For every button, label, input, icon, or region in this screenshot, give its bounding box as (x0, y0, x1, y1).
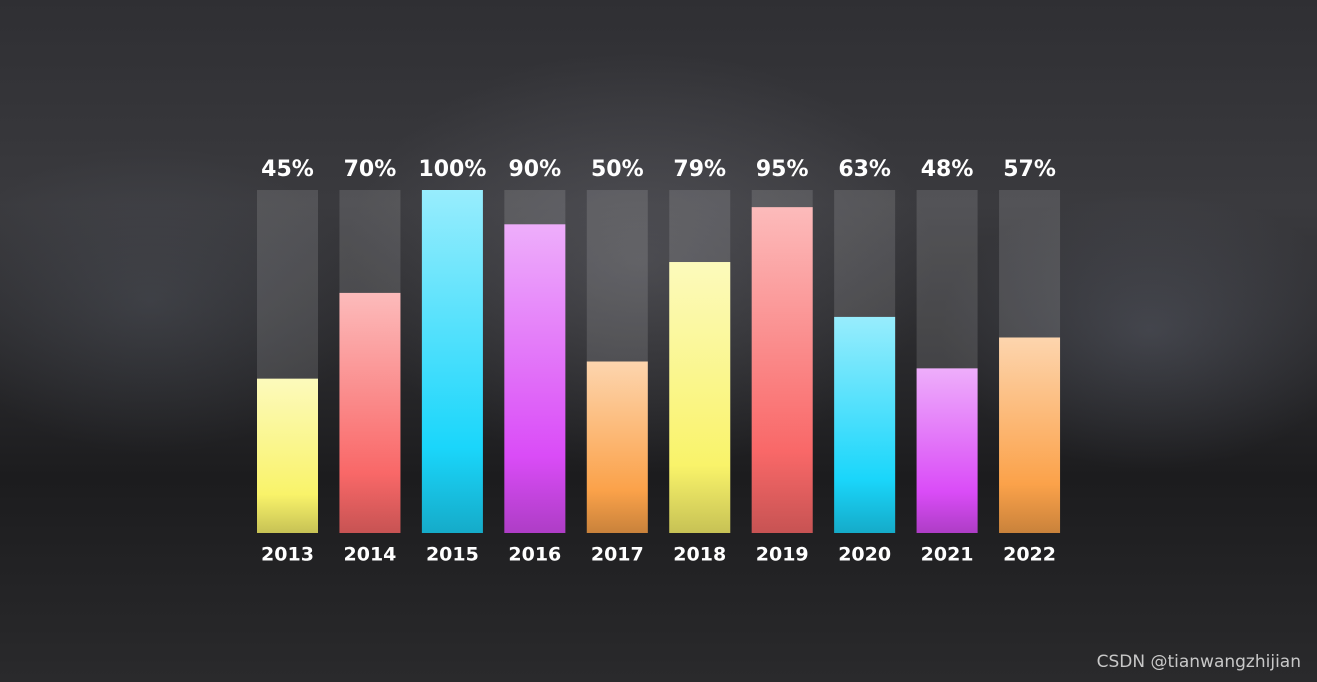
bar (339, 292, 401, 533)
bar (834, 316, 896, 533)
value-label: 70% (344, 157, 397, 182)
bar (586, 361, 648, 533)
x-tick-label: 2017 (591, 544, 644, 566)
x-tick-label: 2015 (426, 544, 479, 566)
value-label: 90% (509, 157, 562, 182)
bar (751, 207, 813, 533)
value-label: 63% (838, 157, 891, 182)
x-tick-label: 2022 (1003, 544, 1056, 566)
x-tick-label: 2014 (344, 544, 397, 566)
x-tick-label: 2013 (261, 544, 314, 566)
value-label: 50% (591, 157, 644, 182)
value-label: 100% (418, 157, 486, 182)
bar (257, 378, 318, 533)
x-tick-label: 2018 (673, 544, 726, 566)
value-label: 57% (1003, 157, 1056, 182)
value-label: 48% (921, 157, 974, 182)
x-tick-label: 2019 (756, 544, 809, 566)
value-label: 79% (673, 157, 726, 182)
x-tick-label: 2021 (921, 544, 974, 566)
x-tick-label: 2016 (508, 544, 561, 566)
bar (916, 368, 978, 533)
watermark: CSDN @tianwangzhijian (1097, 652, 1301, 672)
x-tick-label: 2020 (838, 544, 891, 566)
value-label: 95% (756, 157, 809, 182)
bar (504, 224, 566, 534)
bar (999, 337, 1061, 533)
bar (421, 190, 483, 533)
bar (669, 262, 731, 533)
value-label: 45% (261, 157, 314, 182)
